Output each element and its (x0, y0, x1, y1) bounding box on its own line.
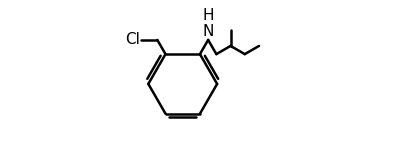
Text: Cl: Cl (125, 32, 140, 47)
Text: H
N: H N (202, 8, 214, 39)
